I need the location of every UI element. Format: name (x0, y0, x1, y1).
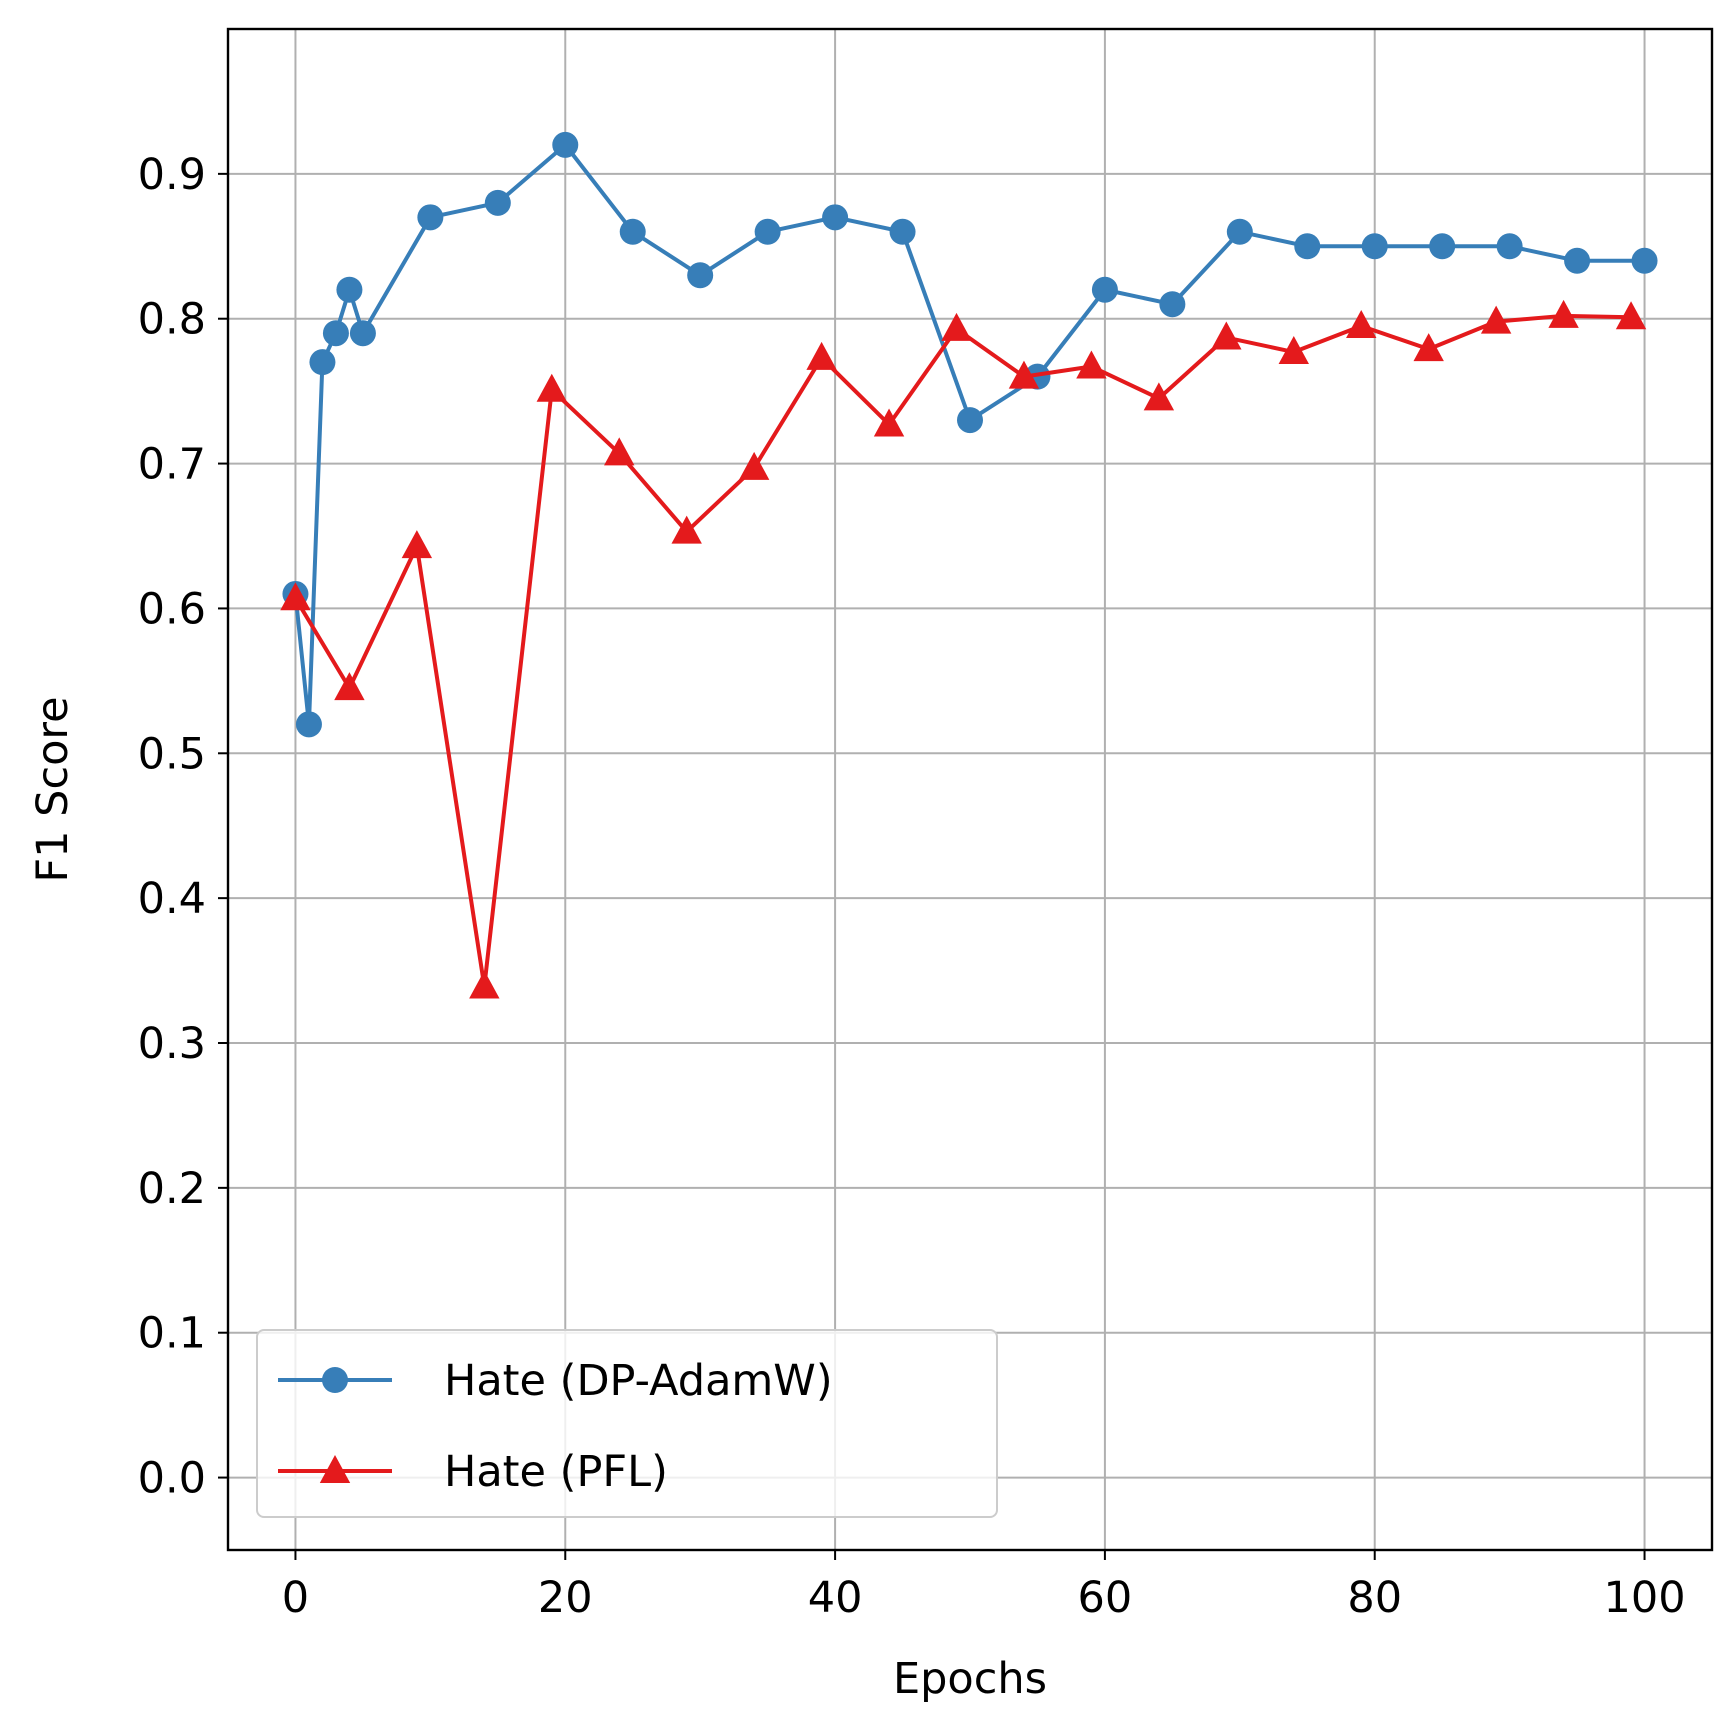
data-point (687, 262, 714, 289)
data-point (336, 276, 363, 303)
data-point (280, 582, 311, 611)
data-point (322, 320, 349, 347)
data-point (469, 970, 500, 999)
data-point (671, 515, 702, 544)
y-tick-label: 0.4 (138, 874, 206, 924)
y-tick-label: 0.1 (138, 1309, 206, 1359)
y-tick-label: 0.8 (138, 295, 206, 345)
x-axis-label: Epochs (893, 1654, 1047, 1704)
series-1 (282, 131, 1658, 738)
data-point (1294, 233, 1321, 260)
data-point (619, 218, 646, 245)
data-point (1076, 350, 1107, 379)
x-tick-label: 100 (1604, 1573, 1686, 1623)
data-point (822, 204, 849, 231)
data-point (1631, 247, 1658, 274)
series-2 (280, 299, 1647, 999)
y-axis-label: F1 Score (28, 696, 78, 882)
plot-series (280, 131, 1658, 999)
x-tick-label: 40 (808, 1573, 863, 1623)
plot-frame (226, 27, 1714, 1552)
data-point (1548, 299, 1579, 328)
data-point (1615, 301, 1647, 330)
data-point (295, 711, 322, 738)
y-axis-ticks: 0.0 0.1 0.2 0.3 0.4 0.5 0.6 0.7 0.8 0.9 (138, 150, 228, 1504)
data-point (1564, 247, 1591, 274)
data-point (1143, 382, 1175, 411)
data-point (1278, 336, 1309, 365)
legend-item: Hate (DP-AdamW) (278, 1356, 833, 1406)
legend-item: Hate (PFL) (278, 1447, 668, 1497)
y-tick-label: 0.5 (138, 729, 206, 779)
x-tick-label: 20 (538, 1573, 593, 1623)
y-tick-label: 0.3 (138, 1019, 206, 1069)
legend: Hate (DP-AdamW) Hate (PFL) (256, 1329, 998, 1518)
data-point (1091, 276, 1118, 303)
data-point (401, 530, 433, 559)
data-point (957, 407, 983, 434)
y-tick-label: 0.0 (138, 1454, 206, 1504)
x-tick-label: 0 (282, 1573, 309, 1623)
data-point (1226, 218, 1253, 245)
data-point (536, 373, 567, 402)
data-point (1429, 233, 1456, 260)
data-point (941, 312, 972, 341)
y-tick-label: 0.7 (138, 440, 206, 490)
data-point (889, 218, 916, 245)
data-point (738, 451, 770, 480)
data-point (309, 349, 336, 376)
data-point (484, 189, 511, 216)
y-tick-label: 0.2 (138, 1164, 206, 1214)
data-point (1413, 333, 1444, 362)
data-point (1496, 233, 1523, 260)
data-point (417, 204, 444, 231)
data-point (1008, 360, 1040, 389)
data-point (1361, 233, 1388, 260)
y-tick-label: 0.9 (138, 150, 206, 200)
y-tick-label: 0.6 (138, 584, 206, 634)
x-tick-label: 60 (1078, 1573, 1133, 1623)
data-point (604, 437, 635, 466)
data-point (806, 341, 837, 370)
data-point (1480, 305, 1512, 334)
data-point (1346, 309, 1377, 338)
data-point (552, 131, 579, 158)
x-axis-ticks: 0 20 40 60 80 100 (282, 1550, 1686, 1623)
x-tick-label: 80 (1347, 1573, 1402, 1623)
legend-label: Hate (DP-AdamW) (444, 1356, 833, 1406)
legend-marker (319, 1455, 351, 1483)
legend-marker (322, 1367, 348, 1393)
data-point (1211, 321, 1242, 350)
data-point (1159, 291, 1186, 318)
data-point (754, 218, 781, 245)
legend-label: Hate (PFL) (444, 1447, 668, 1497)
data-point (349, 320, 376, 347)
legend-box (256, 1329, 998, 1518)
data-point (873, 408, 905, 437)
data-point (334, 672, 365, 701)
